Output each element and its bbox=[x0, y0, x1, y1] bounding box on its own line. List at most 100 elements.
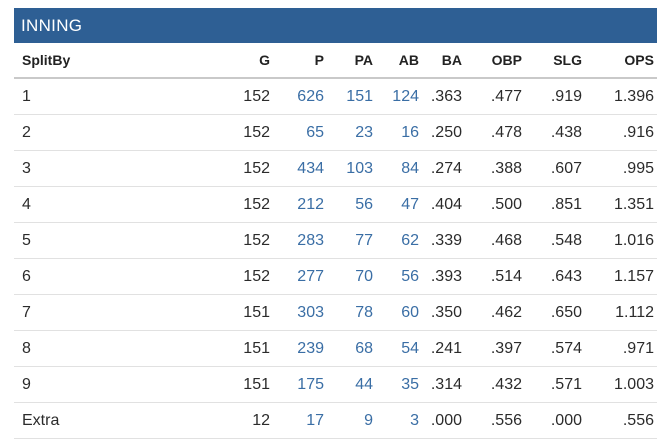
cell-pa[interactable]: 23 bbox=[330, 114, 376, 151]
cell-pa[interactable]: 9 bbox=[330, 402, 376, 439]
cell-pa[interactable]: 56 bbox=[330, 186, 376, 223]
cell-ops: 1.157 bbox=[588, 258, 657, 295]
cell-ops: .971 bbox=[588, 330, 657, 367]
cell-ops: .995 bbox=[588, 150, 657, 187]
table-row: 5 152 283 77 62 .339 .468 .548 1.016 bbox=[14, 222, 657, 259]
split-label: 4 bbox=[14, 186, 214, 223]
cell-ab[interactable]: 3 bbox=[376, 402, 422, 439]
table-row: Extra 12 17 9 3 .000 .556 .000 .556 bbox=[14, 402, 657, 439]
column-header-obp[interactable]: OBP bbox=[468, 43, 528, 79]
cell-obp: .432 bbox=[468, 366, 528, 403]
column-header-splitby[interactable]: SplitBy bbox=[14, 43, 214, 79]
cell-g: 151 bbox=[214, 294, 276, 331]
cell-pa[interactable]: 78 bbox=[330, 294, 376, 331]
cell-ab[interactable]: 56 bbox=[376, 258, 422, 295]
cell-slg: .607 bbox=[528, 150, 588, 187]
column-header-slg[interactable]: SLG bbox=[528, 43, 588, 79]
inning-splits-table: SplitBy G P PA AB BA OBP SLG OPS 1 152 6… bbox=[14, 43, 657, 439]
cell-p[interactable]: 175 bbox=[276, 366, 330, 403]
cell-slg: .571 bbox=[528, 366, 588, 403]
cell-pa[interactable]: 103 bbox=[330, 150, 376, 187]
cell-g: 152 bbox=[214, 78, 276, 115]
cell-ops: 1.016 bbox=[588, 222, 657, 259]
cell-p[interactable]: 626 bbox=[276, 78, 330, 115]
cell-slg: .643 bbox=[528, 258, 588, 295]
cell-p[interactable]: 277 bbox=[276, 258, 330, 295]
cell-ab[interactable]: 16 bbox=[376, 114, 422, 151]
cell-g: 152 bbox=[214, 114, 276, 151]
cell-p[interactable]: 65 bbox=[276, 114, 330, 151]
table-row: 2 152 65 23 16 .250 .478 .438 .916 bbox=[14, 114, 657, 151]
split-label: Extra bbox=[14, 402, 214, 439]
cell-g: 12 bbox=[214, 402, 276, 439]
cell-ab[interactable]: 60 bbox=[376, 294, 422, 331]
cell-ops: 1.396 bbox=[588, 78, 657, 115]
cell-pa[interactable]: 70 bbox=[330, 258, 376, 295]
cell-ab[interactable]: 47 bbox=[376, 186, 422, 223]
cell-obp: .388 bbox=[468, 150, 528, 187]
cell-ab[interactable]: 35 bbox=[376, 366, 422, 403]
table-row: 7 151 303 78 60 .350 .462 .650 1.112 bbox=[14, 294, 657, 331]
cell-ba: .274 bbox=[422, 150, 468, 187]
column-header-ab[interactable]: AB bbox=[376, 43, 422, 79]
cell-ab[interactable]: 84 bbox=[376, 150, 422, 187]
cell-ba: .404 bbox=[422, 186, 468, 223]
split-label: 5 bbox=[14, 222, 214, 259]
column-header-pa[interactable]: PA bbox=[330, 43, 376, 79]
table-row: 1 152 626 151 124 .363 .477 .919 1.396 bbox=[14, 78, 657, 115]
cell-ab[interactable]: 54 bbox=[376, 330, 422, 367]
table-row: 6 152 277 70 56 .393 .514 .643 1.157 bbox=[14, 258, 657, 295]
column-header-ba[interactable]: BA bbox=[422, 43, 468, 79]
cell-obp: .397 bbox=[468, 330, 528, 367]
cell-ops: .556 bbox=[588, 402, 657, 439]
split-label: 1 bbox=[14, 78, 214, 115]
table-body: 1 152 626 151 124 .363 .477 .919 1.396 2… bbox=[14, 78, 657, 439]
cell-ba: .393 bbox=[422, 258, 468, 295]
cell-p[interactable]: 17 bbox=[276, 402, 330, 439]
cell-ba: .000 bbox=[422, 402, 468, 439]
cell-ops: 1.112 bbox=[588, 294, 657, 331]
cell-pa[interactable]: 44 bbox=[330, 366, 376, 403]
cell-ba: .241 bbox=[422, 330, 468, 367]
cell-ba: .314 bbox=[422, 366, 468, 403]
cell-p[interactable]: 303 bbox=[276, 294, 330, 331]
cell-obp: .477 bbox=[468, 78, 528, 115]
cell-pa[interactable]: 68 bbox=[330, 330, 376, 367]
column-header-g[interactable]: G bbox=[214, 43, 276, 79]
table-row: 4 152 212 56 47 .404 .500 .851 1.351 bbox=[14, 186, 657, 223]
table-row: 3 152 434 103 84 .274 .388 .607 .995 bbox=[14, 150, 657, 187]
cell-g: 152 bbox=[214, 222, 276, 259]
cell-pa[interactable]: 77 bbox=[330, 222, 376, 259]
split-label: 9 bbox=[14, 366, 214, 403]
cell-ab[interactable]: 124 bbox=[376, 78, 422, 115]
column-header-p[interactable]: P bbox=[276, 43, 330, 79]
header-row: SplitBy G P PA AB BA OBP SLG OPS bbox=[14, 43, 657, 79]
cell-slg: .548 bbox=[528, 222, 588, 259]
cell-ab[interactable]: 62 bbox=[376, 222, 422, 259]
cell-p[interactable]: 283 bbox=[276, 222, 330, 259]
cell-pa[interactable]: 151 bbox=[330, 78, 376, 115]
cell-obp: .556 bbox=[468, 402, 528, 439]
cell-ops: 1.351 bbox=[588, 186, 657, 223]
cell-ba: .363 bbox=[422, 78, 468, 115]
cell-p[interactable]: 239 bbox=[276, 330, 330, 367]
split-label: 2 bbox=[14, 114, 214, 151]
column-header-ops[interactable]: OPS bbox=[588, 43, 657, 79]
cell-slg: .574 bbox=[528, 330, 588, 367]
inning-splits-panel: INNING SplitBy G P PA AB BA OBP SLG OPS bbox=[14, 8, 657, 439]
split-label: 3 bbox=[14, 150, 214, 187]
cell-ba: .339 bbox=[422, 222, 468, 259]
cell-p[interactable]: 434 bbox=[276, 150, 330, 187]
cell-g: 151 bbox=[214, 330, 276, 367]
split-label: 7 bbox=[14, 294, 214, 331]
cell-ops: 1.003 bbox=[588, 366, 657, 403]
cell-ops: .916 bbox=[588, 114, 657, 151]
cell-ba: .350 bbox=[422, 294, 468, 331]
table-row: 8 151 239 68 54 .241 .397 .574 .971 bbox=[14, 330, 657, 367]
cell-g: 152 bbox=[214, 258, 276, 295]
cell-obp: .468 bbox=[468, 222, 528, 259]
cell-p[interactable]: 212 bbox=[276, 186, 330, 223]
cell-obp: .462 bbox=[468, 294, 528, 331]
cell-slg: .650 bbox=[528, 294, 588, 331]
cell-ba: .250 bbox=[422, 114, 468, 151]
